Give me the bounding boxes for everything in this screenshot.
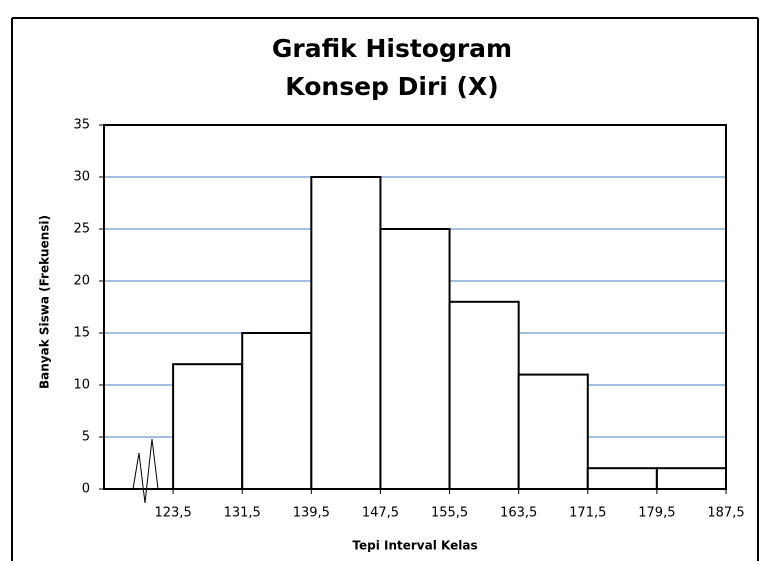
bar — [379, 228, 451, 490]
x-tick-label: 123,5 — [155, 506, 192, 521]
x-tick-label: 179,5 — [638, 506, 675, 521]
chart-title: Grafik Histogram — [272, 34, 512, 63]
y-tick-label: 35 — [73, 118, 90, 133]
bar — [655, 467, 728, 491]
y-tick-label: 0 — [82, 482, 90, 497]
y-tick-label: 30 — [73, 170, 90, 185]
bar — [310, 176, 382, 490]
y-tick-label: 20 — [73, 274, 90, 289]
x-tick-label: 139,5 — [293, 506, 330, 521]
x-tick-label: 131,5 — [224, 506, 261, 521]
axis-break — [132, 438, 159, 504]
x-tick-label: 171,5 — [569, 506, 606, 521]
x-tick-label: 187,5 — [707, 506, 744, 521]
x-tick-label: 155,5 — [431, 506, 468, 521]
y-tick-label: 15 — [73, 326, 90, 341]
bar — [586, 467, 658, 491]
x-axis-label: Tepi Interval Kelas — [352, 539, 477, 553]
y-tick-label: 10 — [73, 378, 90, 393]
bar — [517, 373, 589, 491]
x-tick-label: 163,5 — [500, 506, 537, 521]
plot-border — [103, 124, 727, 490]
y-axis-label: Banyak Siswa (Frekuensi) — [38, 215, 52, 389]
bar — [448, 300, 520, 490]
chart-title: Konsep Diri (X) — [285, 72, 498, 101]
bar — [172, 363, 244, 491]
y-tick-label: 25 — [73, 222, 90, 237]
x-tick-label: 147,5 — [362, 506, 399, 521]
bar — [241, 332, 313, 490]
y-tick-label: 5 — [82, 430, 90, 445]
